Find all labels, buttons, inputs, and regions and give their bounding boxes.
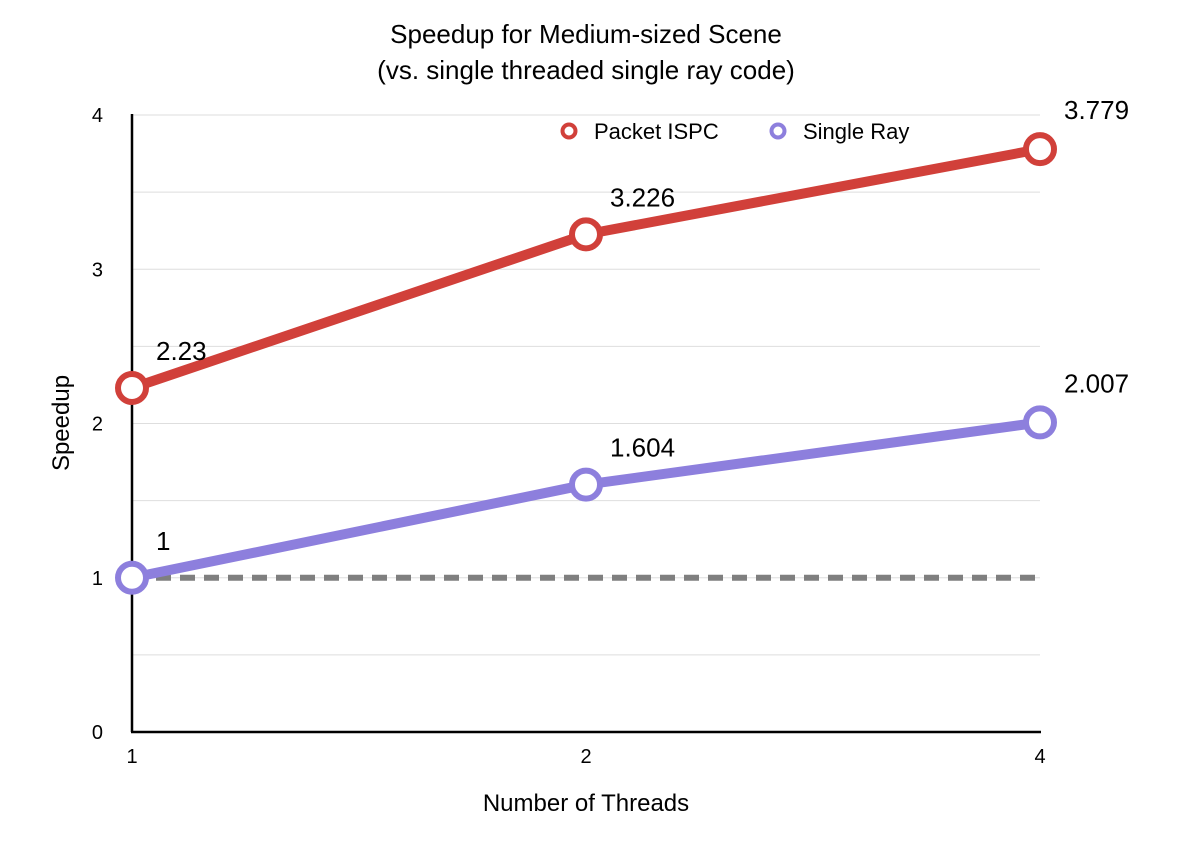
single-ray-data-label: 1 [156,526,170,556]
packet-ispc-series-line [127,144,1045,394]
packet-ispc-point [1023,132,1057,167]
legend: Packet ISPC Single Ray [560,119,909,144]
chart-subtitle: (vs. single threaded single ray code) [377,55,795,85]
series-group [115,132,1057,595]
y-tick-label: 4 [92,105,103,127]
x-tick-label: 4 [1034,746,1045,768]
y-axis-label: Speedup [48,375,75,471]
data-label-group: 2.23 3.226 3.779 1 1.604 2.007 [156,95,1129,556]
packet-ispc-data-label: 3.226 [610,182,675,212]
packet-ispc-legend-marker [560,122,578,140]
single-ray-data-label: 1.604 [610,433,675,463]
packet-ispc-data-label: 2.23 [156,336,207,366]
y-tick-label: 3 [92,259,103,281]
single-ray-point [569,467,603,502]
single-ray-point [1023,405,1057,440]
single-ray-legend-marker [769,122,787,140]
x-tick-labels: 1 2 4 [126,746,1045,768]
single-ray-data-label: 2.007 [1064,368,1129,398]
packet-ispc-data-label: 3.779 [1064,95,1129,125]
packet-ispc-point [569,217,603,252]
y-tick-label: 0 [92,722,103,744]
y-tick-label: 1 [92,568,103,590]
x-tick-label: 1 [126,746,137,768]
x-tick-label: 2 [580,746,591,768]
chart-title: Speedup for Medium-sized Scene [390,19,782,49]
packet-ispc-legend-label: Packet ISPC [594,119,719,144]
single-ray-legend-label: Single Ray [803,119,909,144]
single-ray-point [115,560,149,595]
x-axis-label: Number of Threads [483,790,689,817]
gridlines [132,114,1040,656]
y-tick-label: 2 [92,414,103,436]
packet-ispc-point [115,371,149,406]
y-tick-labels: 0 1 2 3 4 [92,105,103,744]
